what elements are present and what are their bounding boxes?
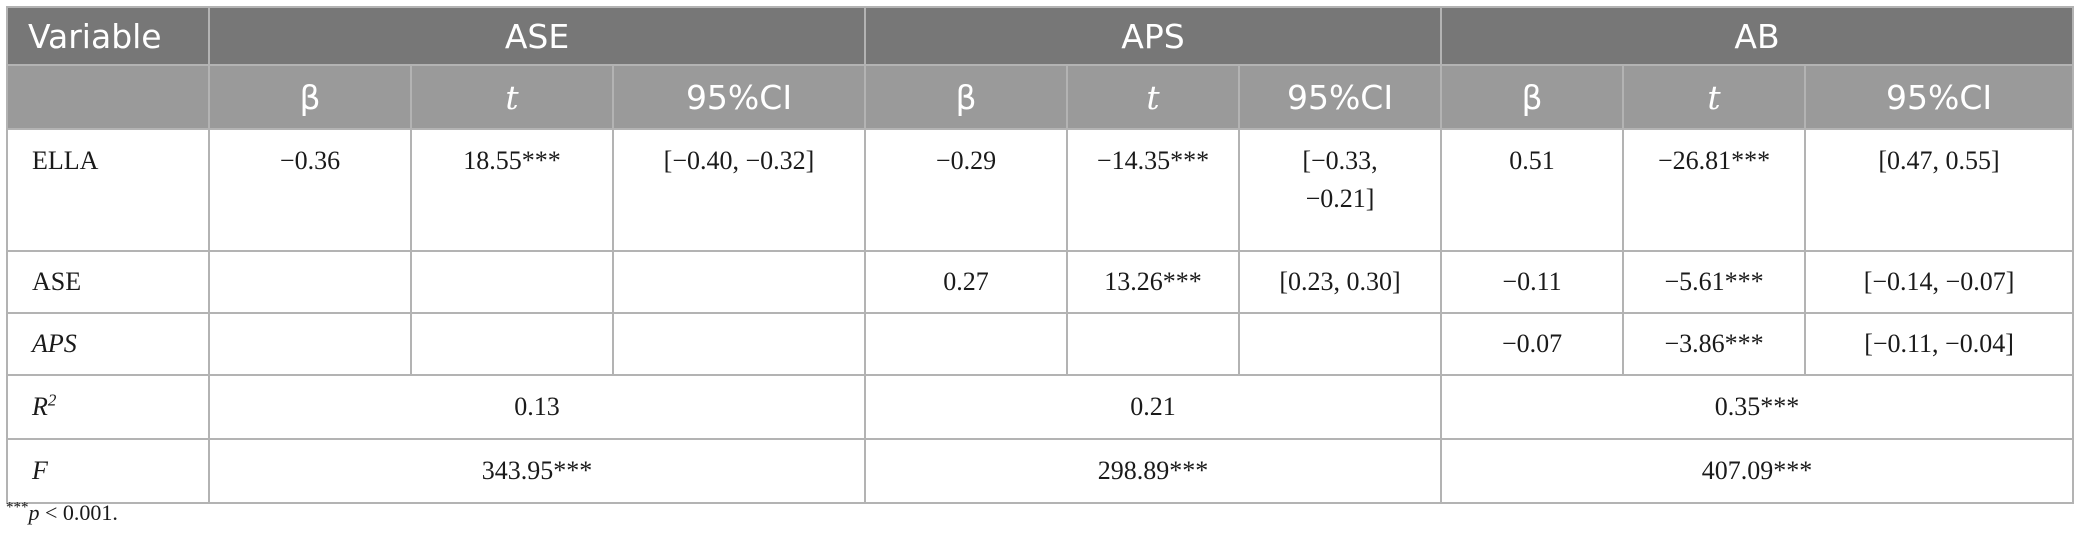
row-label-ella: ELLA: [6, 128, 210, 252]
row-label-ase: ASE: [6, 250, 210, 314]
header-ci-ase: 95%CI: [612, 64, 866, 130]
footnote-p: p: [28, 500, 40, 525]
cell-ella-aps-ci-line2: −0.21]: [1305, 184, 1375, 213]
header-ci-ab: 95%CI: [1804, 64, 2075, 130]
cell-ase-ase-beta: [208, 250, 412, 314]
cell-ase-aps-t: 13.26***: [1066, 250, 1240, 314]
header-group-ab: AB: [1440, 6, 2075, 66]
header-t-aps: t: [1066, 64, 1240, 130]
cell-ase-ase-t: [410, 250, 614, 314]
footnote-text: < 0.001.: [39, 500, 118, 525]
header-empty-cell: [6, 64, 210, 130]
r2-label-text: R: [32, 392, 48, 421]
header-beta-aps: β: [864, 64, 1068, 130]
cell-aps-ase-ci: [612, 312, 866, 376]
cell-ella-ab-t: −26.81***: [1622, 128, 1807, 252]
header-beta-ase: β: [208, 64, 412, 130]
cell-aps-ab-beta: −0.07: [1440, 312, 1625, 376]
cell-ella-ab-beta: 0.51: [1440, 128, 1625, 252]
cell-ase-ase-ci: [612, 250, 866, 314]
regression-table: Variable ASE APS AB β t 95%CI β t 95%CI …: [6, 6, 2075, 504]
cell-ase-ab-ci: [−0.14, −0.07]: [1804, 250, 2075, 314]
table-row-ella: ELLA −0.36 18.55*** [−0.40, −0.32] −0.29…: [6, 128, 2075, 252]
header-ci-aps: 95%CI: [1237, 64, 1443, 130]
table-footnote: ***p < 0.001.: [6, 500, 118, 526]
cell-ase-aps-ci: [0.23, 0.30]: [1237, 250, 1443, 314]
cell-aps-ase-t: [410, 312, 614, 376]
cell-aps-aps-beta: [864, 312, 1068, 376]
header-variable: Variable: [6, 6, 210, 66]
header-group-ase: ASE: [208, 6, 866, 66]
cell-f-aps: 298.89***: [863, 438, 1443, 504]
cell-r2-ase: 0.13: [208, 374, 866, 440]
cell-ase-ab-beta: −0.11: [1440, 250, 1625, 314]
cell-ella-ase-ci: [−0.40, −0.32]: [612, 128, 866, 252]
cell-ella-ase-beta: −0.36: [208, 128, 412, 252]
cell-f-ab: 407.09***: [1440, 438, 2075, 504]
row-label-f: F: [6, 438, 210, 504]
cell-ella-aps-ci-line1: [−0.33,: [1302, 146, 1378, 175]
cell-f-ase: 343.95***: [208, 438, 866, 504]
cell-aps-ab-ci: [−0.11, −0.04]: [1804, 312, 2075, 376]
cell-aps-ase-beta: [208, 312, 412, 376]
cell-ella-aps-t: −14.35***: [1066, 128, 1240, 252]
r2-label-superscript: 2: [47, 390, 57, 410]
table-row-aps: APS −0.07 −3.86*** [−0.11, −0.04]: [6, 312, 2075, 376]
cell-ase-aps-beta: 0.27: [864, 250, 1068, 314]
table-row-r2: R2 0.13 0.21 0.35***: [6, 374, 2075, 440]
cell-ella-ase-t: 18.55***: [410, 128, 614, 252]
header-beta-ab: β: [1440, 64, 1625, 130]
table-row-f: F 343.95*** 298.89*** 407.09***: [6, 438, 2075, 504]
cell-aps-aps-ci: [1237, 312, 1443, 376]
cell-ella-aps-ci: [−0.33, −0.21]: [1237, 128, 1443, 252]
footnote-marker: ***: [6, 499, 29, 516]
row-label-aps: APS: [6, 312, 210, 376]
cell-ella-ab-ci: [0.47, 0.55]: [1804, 128, 2075, 252]
cell-r2-ab: 0.35***: [1440, 374, 2075, 440]
table-row-ase: ASE 0.27 13.26*** [0.23, 0.30] −0.11 −5.…: [6, 250, 2075, 314]
cell-aps-aps-t: [1066, 312, 1240, 376]
row-label-r2: R2: [6, 374, 210, 440]
header-row-groups: Variable ASE APS AB: [6, 6, 2075, 66]
header-row-stats: β t 95%CI β t 95%CI β t 95%CI: [6, 64, 2075, 130]
cell-ella-aps-beta: −0.29: [864, 128, 1068, 252]
cell-r2-aps: 0.21: [863, 374, 1443, 440]
cell-aps-ab-t: −3.86***: [1622, 312, 1807, 376]
header-t-ase: t: [410, 64, 614, 130]
cell-ase-ab-t: −5.61***: [1622, 250, 1807, 314]
header-group-aps: APS: [863, 6, 1443, 66]
header-t-ab: t: [1622, 64, 1807, 130]
